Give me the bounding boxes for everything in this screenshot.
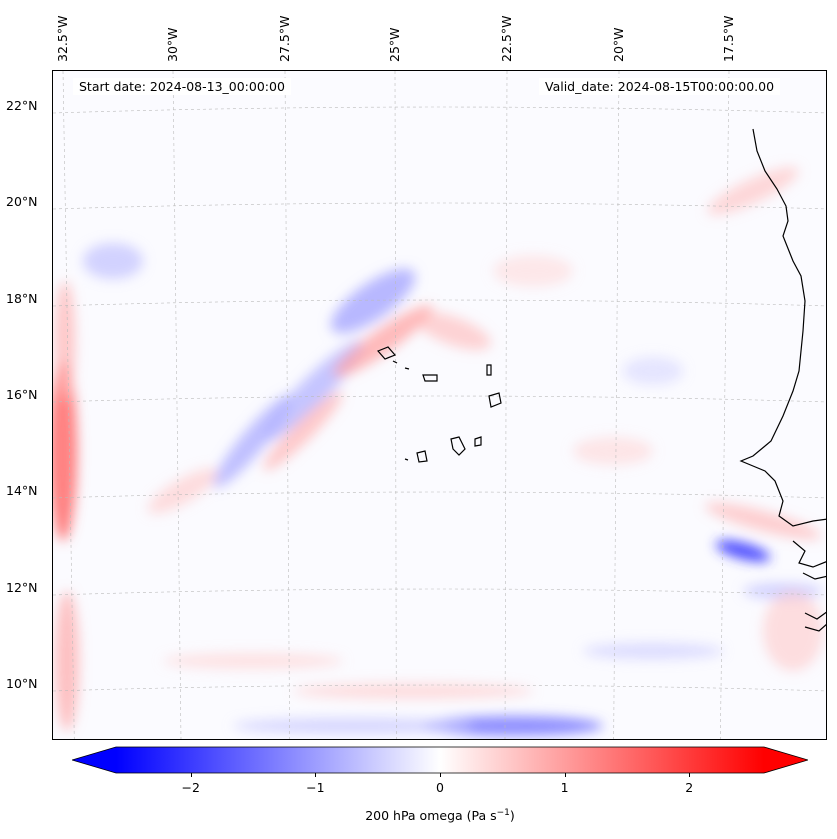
map-panel [52,70,827,740]
colorbar-extend-min [72,747,116,773]
latitude-label: 18°N [6,291,38,306]
colorbar-tick-mark [689,773,691,777]
graticule [53,71,826,739]
valid-date-label: Valid_date: 2024-08-15T00:00:00.00 [539,78,781,95]
colorbar-tick-mark [564,773,566,777]
colorbar-extend-max [764,747,808,773]
latitude-label: 16°N [6,387,38,402]
start-date-label: Start date: 2024-08-13_00:00:00 [73,78,291,95]
longitude-label: 22.5°W [499,15,514,62]
omega-field [53,167,823,736]
longitude-label: 32.5°W [55,15,70,62]
longitude-label: 17.5°W [721,15,736,62]
colorbar-tick-label: 2 [685,780,694,795]
omega-field-map [53,71,826,739]
latitude-label: 14°N [6,483,38,498]
longitude-label: 27.5°W [277,15,292,62]
colorbar-tick-label: 0 [436,780,444,795]
colorbar-tick-mark [440,773,441,777]
coastline [376,128,826,632]
longitude-label: 20°W [611,27,626,62]
latitude-label: 12°N [6,580,38,595]
latitude-label: 20°N [6,194,38,209]
colorbar-tick-mark [315,773,317,777]
colorbar-label: 200 hPa omega (Pa s−1) [365,808,515,824]
colorbar-tick-label: −1 [306,780,325,795]
longitude-label: 30°W [165,27,180,62]
longitude-label: 25°W [387,27,402,62]
colorbar-tick-mark [190,773,192,777]
colorbar-tick-label: 1 [560,780,569,795]
colorbar-gradient [116,747,764,773]
latitude-label: 22°N [6,98,38,113]
latitude-label: 10°N [6,676,38,691]
colorbar-tick-label: −2 [181,780,200,795]
colorbar [72,746,808,774]
